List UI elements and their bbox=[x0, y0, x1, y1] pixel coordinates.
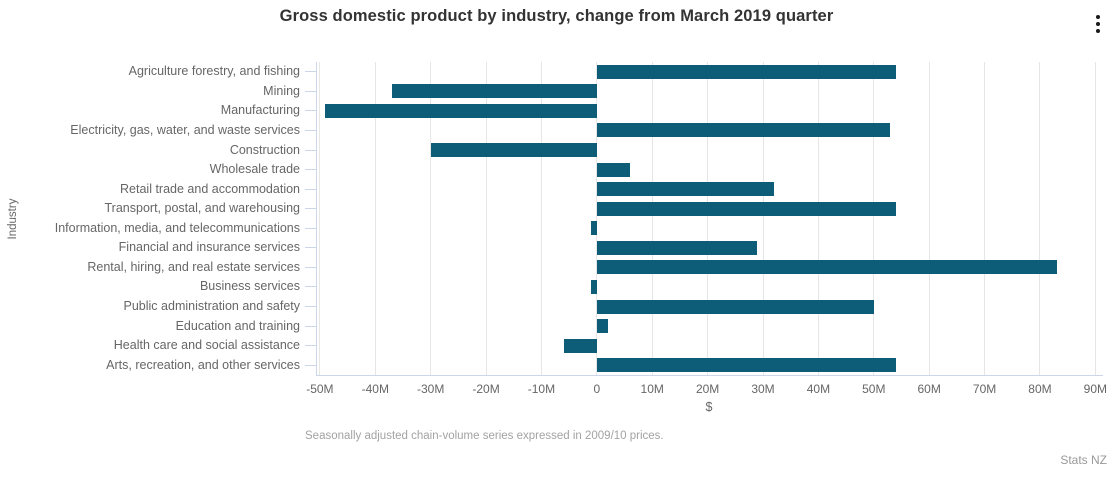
kebab-dot-icon bbox=[1095, 14, 1101, 20]
x-tick-label: 90M bbox=[1083, 382, 1108, 396]
x-axis-title: $ bbox=[705, 400, 713, 414]
kebab-dot-icon bbox=[1095, 28, 1101, 34]
y-axis-tick bbox=[305, 266, 316, 268]
y-axis-line bbox=[315, 62, 317, 376]
category-label: Arts, recreation, and other services bbox=[106, 357, 300, 372]
category-label: Information, media, and telecommunicatio… bbox=[54, 220, 300, 235]
bar[interactable] bbox=[596, 201, 896, 216]
x-tick-label: 50M bbox=[862, 382, 886, 396]
y-axis-tick bbox=[305, 345, 316, 347]
y-axis-tick bbox=[305, 129, 316, 131]
y-axis-tick bbox=[305, 110, 316, 112]
bar[interactable] bbox=[596, 240, 758, 255]
bar[interactable] bbox=[596, 182, 775, 197]
x-gridline bbox=[540, 62, 542, 375]
bar[interactable] bbox=[430, 143, 597, 158]
y-axis-tick bbox=[305, 306, 316, 308]
x-tick-label: -30M bbox=[416, 382, 445, 396]
x-gridline bbox=[873, 62, 875, 375]
bar[interactable] bbox=[591, 221, 597, 236]
x-tick-label: 40M bbox=[806, 382, 831, 396]
y-axis-tick bbox=[305, 286, 316, 288]
y-axis-tick bbox=[305, 227, 316, 229]
x-tick-label: 60M bbox=[917, 382, 941, 396]
y-axis-tick bbox=[305, 247, 316, 249]
x-gridline bbox=[430, 62, 432, 375]
x-gridline bbox=[707, 62, 709, 375]
category-label: Transport, postal, and warehousing bbox=[104, 201, 300, 216]
x-gridline bbox=[596, 62, 598, 375]
category-label: Financial and insurance services bbox=[118, 240, 300, 255]
bar[interactable] bbox=[596, 358, 896, 373]
category-label: Retail trade and accommodation bbox=[120, 181, 300, 196]
bar[interactable] bbox=[596, 162, 631, 177]
x-tick-label: -50M bbox=[306, 382, 334, 396]
bar[interactable] bbox=[596, 319, 608, 334]
category-label: Mining bbox=[263, 83, 300, 98]
bar[interactable] bbox=[563, 338, 597, 353]
bar[interactable] bbox=[325, 103, 597, 118]
y-axis-tick bbox=[305, 325, 316, 327]
chart-title: Gross domestic product by industry, chan… bbox=[279, 7, 834, 25]
category-label: Agriculture forestry, and fishing bbox=[128, 64, 300, 79]
x-tick-label: 70M bbox=[972, 382, 997, 396]
y-axis-tick bbox=[305, 149, 316, 151]
x-tick-label: 10M bbox=[640, 382, 664, 396]
x-gridline bbox=[485, 62, 487, 375]
x-axis-line bbox=[315, 375, 1103, 376]
context-menu-button[interactable] bbox=[1086, 10, 1110, 38]
x-gridline bbox=[319, 62, 321, 375]
credits-link[interactable]: Stats NZ bbox=[1060, 453, 1107, 467]
category-label: Electricity, gas, water, and waste servi… bbox=[70, 122, 300, 137]
y-axis-tick bbox=[305, 90, 316, 92]
y-axis-tick bbox=[305, 71, 316, 73]
x-gridline bbox=[1039, 62, 1041, 375]
x-gridline bbox=[984, 62, 986, 375]
x-gridline bbox=[374, 62, 376, 375]
x-gridline bbox=[928, 62, 930, 375]
bar[interactable] bbox=[596, 64, 896, 79]
category-label: Rental, hiring, and real estate services bbox=[87, 259, 300, 274]
x-tick-label: -10M bbox=[527, 382, 556, 396]
y-axis-tick bbox=[305, 364, 316, 366]
x-tick-label: 20M bbox=[695, 382, 720, 396]
bar[interactable] bbox=[596, 260, 1057, 275]
x-tick-label: 0 bbox=[593, 382, 601, 396]
y-axis-tick bbox=[305, 208, 316, 210]
x-tick-label: 80M bbox=[1028, 382, 1052, 396]
category-label: Wholesale trade bbox=[209, 162, 300, 177]
category-label: Public administration and safety bbox=[123, 299, 300, 314]
x-tick-label: 30M bbox=[751, 382, 775, 396]
category-label: Business services bbox=[199, 279, 300, 294]
x-gridline bbox=[817, 62, 819, 375]
category-label: Health care and social assistance bbox=[113, 338, 300, 353]
kebab-dot-icon bbox=[1095, 21, 1101, 27]
x-gridline bbox=[762, 62, 764, 375]
bar[interactable] bbox=[596, 299, 874, 314]
chart-caption: Seasonally adjusted chain-volume series … bbox=[305, 430, 664, 442]
category-label: Manufacturing bbox=[220, 103, 300, 118]
x-gridline bbox=[651, 62, 653, 375]
y-axis-title: Industry bbox=[7, 198, 19, 240]
category-label: Construction bbox=[229, 142, 300, 157]
x-tick-label: -20M bbox=[472, 382, 500, 396]
bar[interactable] bbox=[391, 84, 597, 99]
x-gridline bbox=[1094, 62, 1096, 375]
y-axis-tick bbox=[305, 169, 316, 171]
y-axis-tick bbox=[305, 188, 316, 190]
bar[interactable] bbox=[596, 123, 891, 138]
category-label: Education and training bbox=[175, 318, 300, 333]
x-tick-label: -40M bbox=[361, 382, 389, 396]
bar[interactable] bbox=[591, 279, 597, 294]
